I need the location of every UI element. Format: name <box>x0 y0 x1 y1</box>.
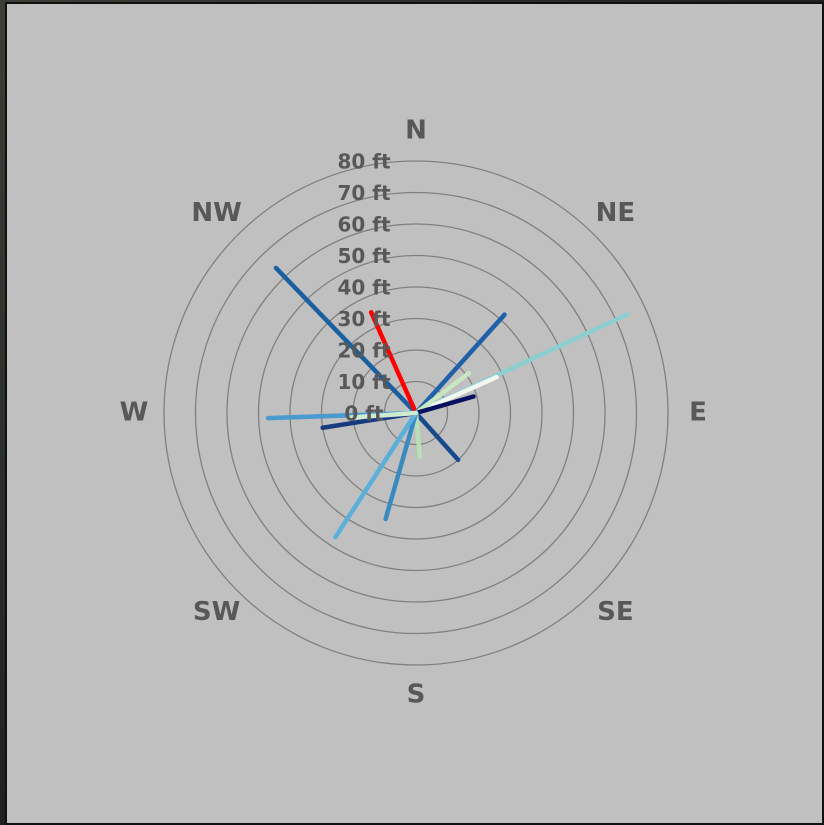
ring-label: 80 ft <box>337 150 390 174</box>
grid-ring <box>226 223 606 603</box>
direction-label: W <box>120 398 149 428</box>
radial-line <box>273 265 419 416</box>
ring-label: 20 ft <box>337 339 390 363</box>
grid-ring <box>320 317 512 509</box>
direction-label: NE <box>596 198 636 228</box>
radial-line <box>383 410 419 522</box>
ring-label: 30 ft <box>337 307 390 331</box>
direction-label: E <box>689 398 707 428</box>
ring-label: 60 ft <box>337 213 390 237</box>
grid-ring <box>163 160 669 666</box>
ring-label: 50 ft <box>337 244 390 268</box>
ring-label: 0 ft <box>344 402 384 426</box>
grid-ring <box>289 286 543 540</box>
radial-line <box>413 312 507 416</box>
ring-label: 40 ft <box>337 276 390 300</box>
radial-line <box>413 370 472 416</box>
direction-label: SW <box>193 597 240 627</box>
radial-line <box>413 410 461 463</box>
radial-line <box>368 310 419 416</box>
radial-line <box>347 410 419 420</box>
radial-line <box>413 410 423 460</box>
direction-label: S <box>407 680 426 710</box>
radial-line <box>333 410 419 540</box>
direction-label: NW <box>191 198 241 228</box>
direction-label: N <box>405 116 427 146</box>
ring-label: 10 ft <box>337 370 390 394</box>
radial-line <box>413 394 476 416</box>
direction-label: SE <box>597 597 634 627</box>
grid-ring <box>257 254 575 572</box>
ring-label: 70 ft <box>337 181 390 205</box>
grid-ring <box>194 191 638 635</box>
